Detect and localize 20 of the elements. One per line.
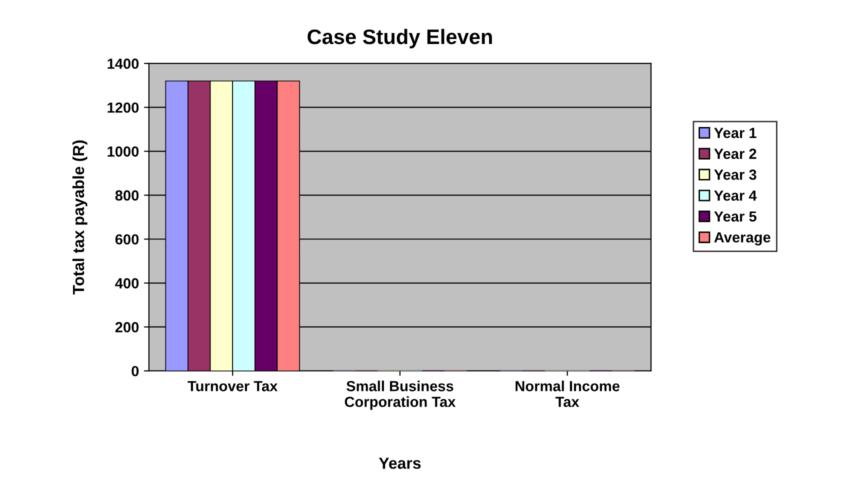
y-tick-label: 0	[132, 366, 139, 376]
y-tick-label: 600	[115, 234, 139, 245]
y-axis-title: Total tax payable (R)	[72, 140, 88, 294]
legend-label: Year 5	[714, 211, 756, 222]
chart-title: Case Study Eleven	[308, 28, 492, 48]
x-axis-title: Years	[378, 458, 421, 469]
y-tick-label: 400	[115, 278, 139, 288]
y-tick-label: 200	[115, 322, 139, 332]
y-tick-label: 1400	[108, 58, 139, 69]
y-tick-label: 800	[115, 190, 139, 201]
x-tick-label: Turnover Tax	[188, 381, 278, 392]
legend-label: Year 4	[714, 190, 757, 201]
legend-label: Year 1	[714, 128, 756, 138]
legend-label: Average	[714, 232, 770, 246]
x-tick-label: Small Business Corporation Tax	[344, 380, 456, 410]
y-tick-label: 1200	[108, 102, 139, 113]
legend-label: Year 3	[714, 170, 756, 180]
y-tick-label: 1000	[108, 146, 139, 157]
legend-label: Year 2	[714, 148, 756, 159]
x-tick-label: Normal Income Tax	[516, 380, 620, 408]
